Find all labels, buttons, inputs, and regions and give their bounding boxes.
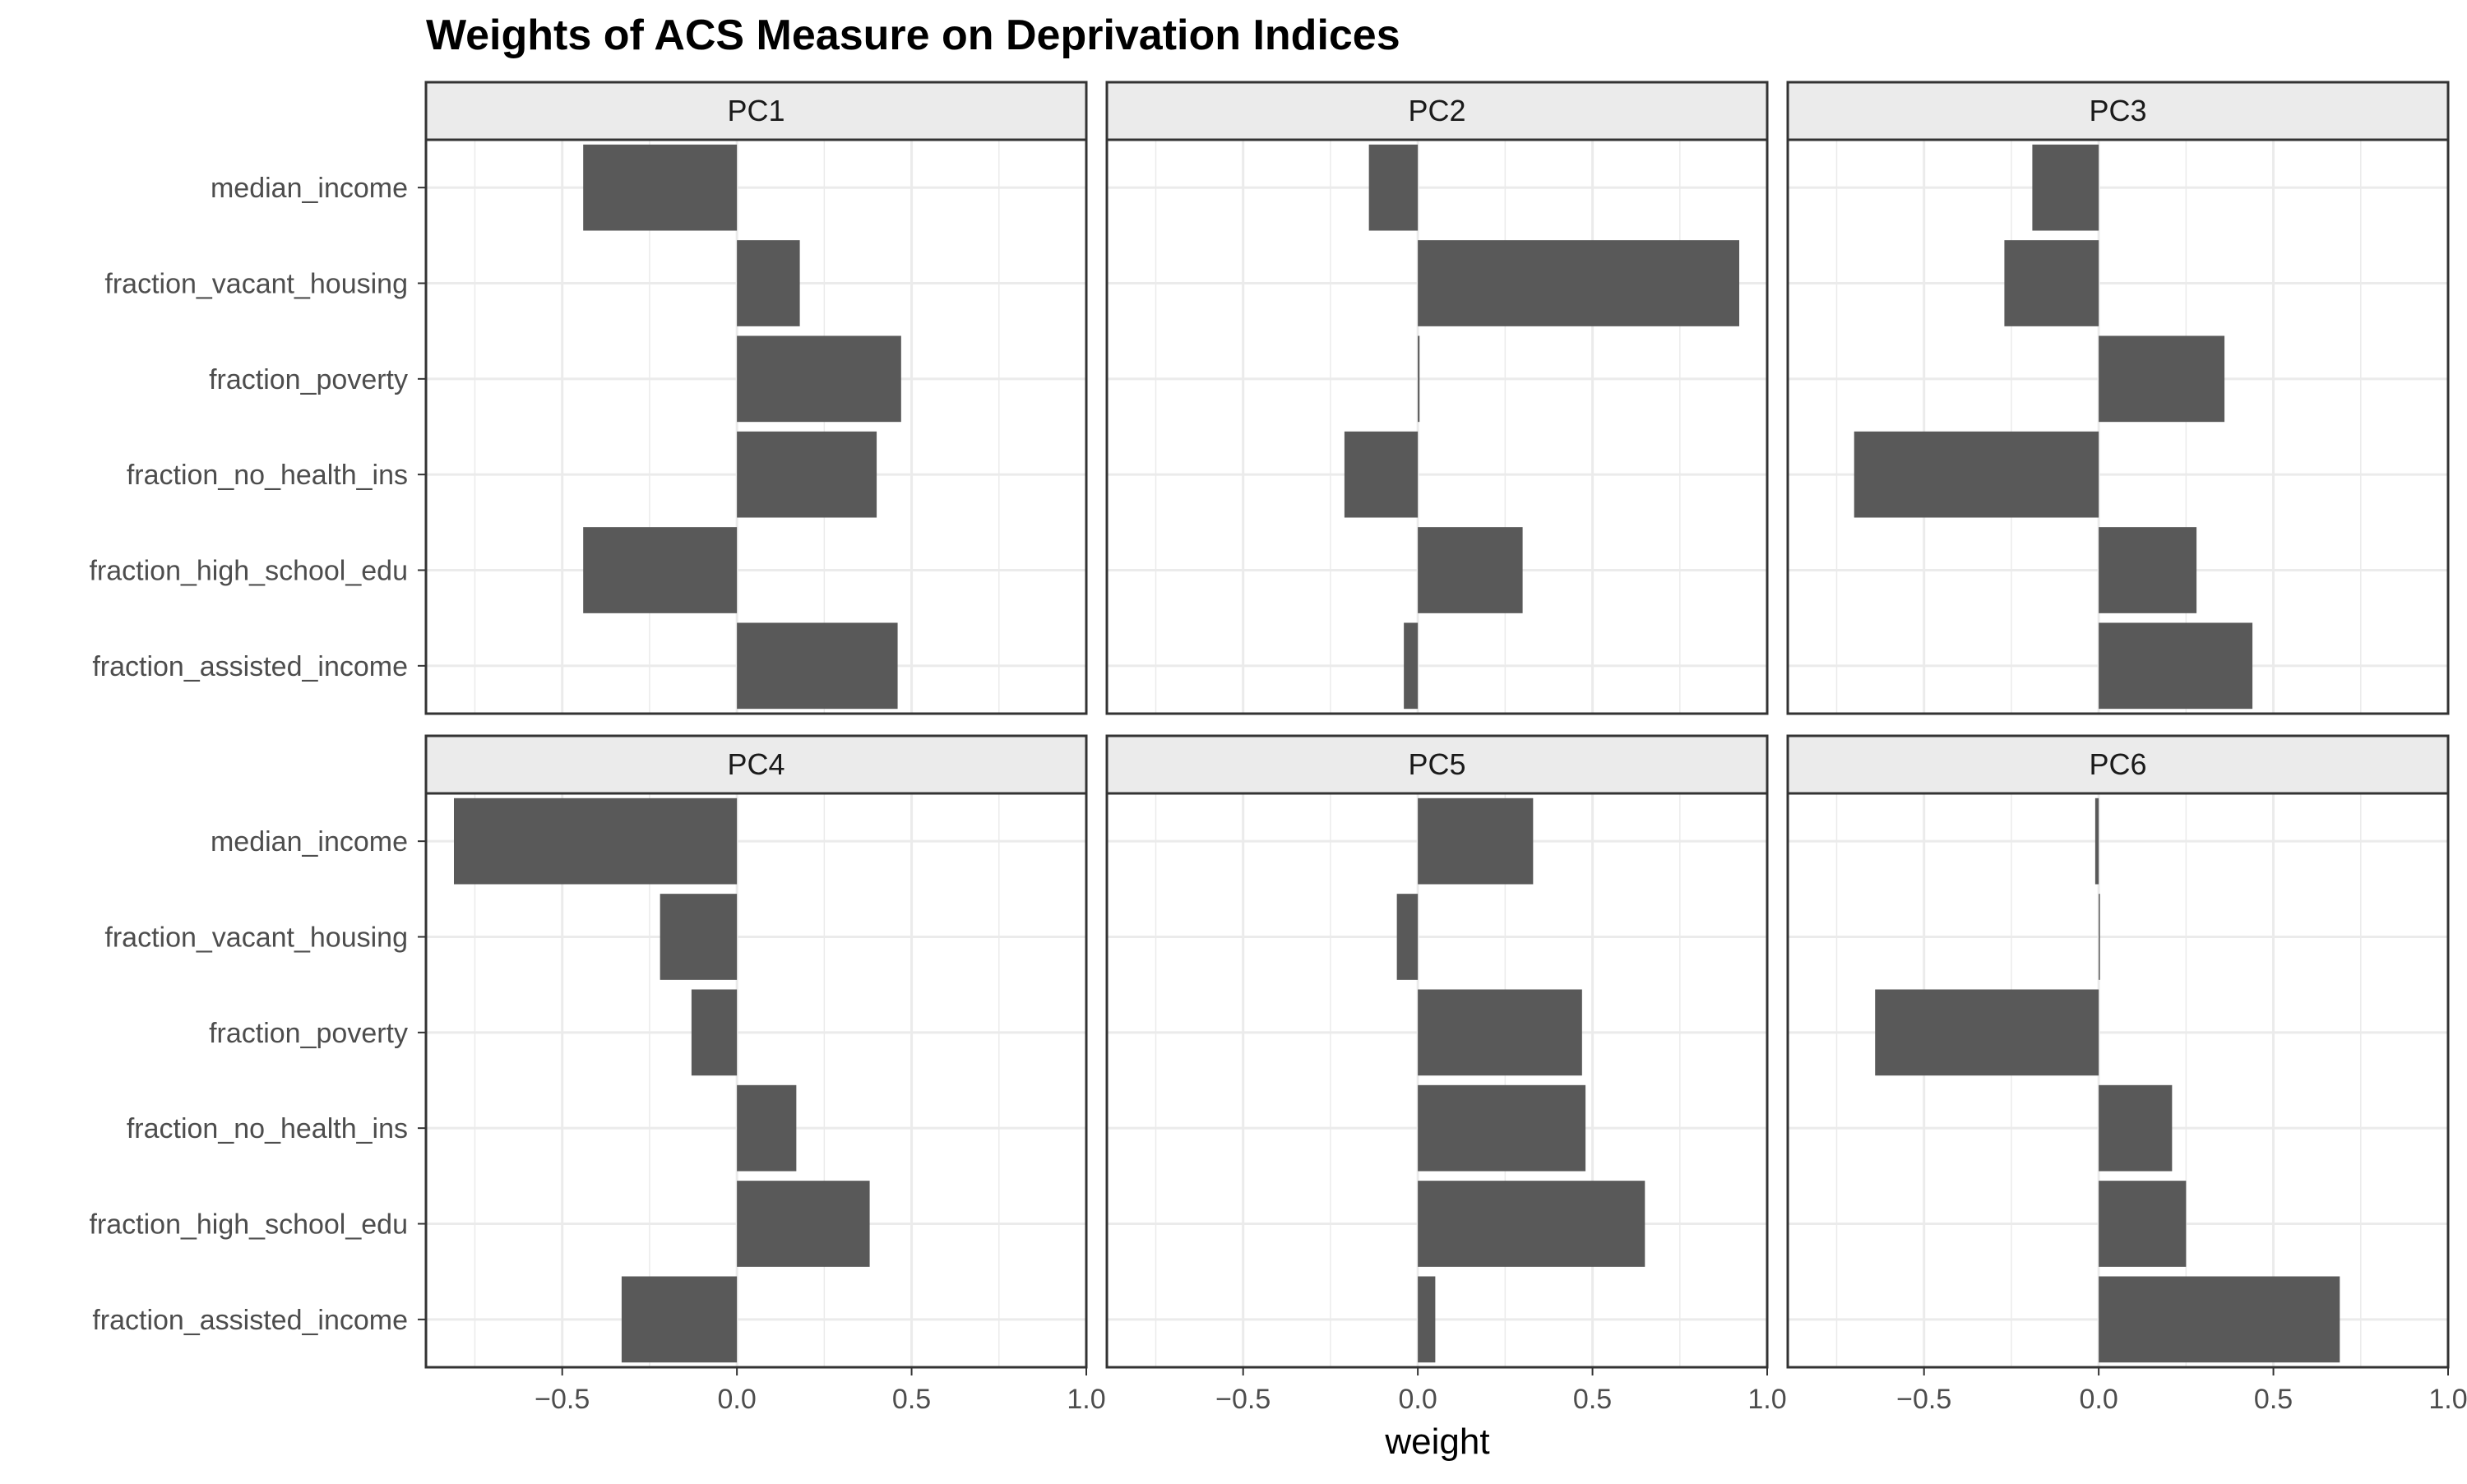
bar-fraction_assisted_income [1418,1276,1436,1363]
facet-strip [424,734,1088,795]
bar-fraction_poverty [737,335,901,423]
y-tick-label: fraction_vacant_housing [104,269,408,300]
bar-fraction_no_health_ins [737,431,877,518]
bar-fraction_poverty [1418,989,1582,1076]
bar-fraction_no_health_ins [1344,431,1419,518]
bar-fraction_vacant_housing [2004,240,2099,326]
facet-strip-label: PC3 [2089,94,2146,127]
bar-fraction_assisted_income [621,1276,738,1363]
x-tick-label: 1.0 [2428,1384,2467,1415]
y-tick-label: fraction_no_health_ins [127,1113,408,1144]
y-tick-label: fraction_high_school_edu [89,556,408,587]
facet-panel-pc5: PC5 −0.5 0.0 0.5 1.0 [1105,734,1787,1415]
y-tick-label: fraction_poverty [209,364,408,395]
bar-fraction_vacant_housing [660,894,738,980]
x-tick-label: −0.5 [1215,1384,1271,1415]
bar-fraction_poverty [1418,335,1420,423]
x-tick-label: 0.0 [717,1384,756,1415]
bar-fraction_poverty [691,989,738,1076]
bar-fraction_poverty [2099,335,2225,423]
bar-fraction_high_school_edu [583,527,738,613]
y-tick-label: median_income [211,173,408,204]
bar-median_income [453,797,738,885]
facet-panel-pc6: PC6 −0.5 0.0 0.5 1.0 [1786,734,2467,1415]
panel-border [424,792,1088,1369]
facet-strip-label: PC4 [727,747,785,781]
bar-fraction_vacant_housing [2099,894,2100,980]
facet-strip-label: PC2 [1408,94,1465,127]
panel-border [424,138,1088,715]
panel-border [1105,792,1769,1369]
x-tick-label: −0.5 [1896,1384,1951,1415]
y-tick-label: fraction_high_school_edu [89,1209,408,1241]
bar-fraction_high_school_edu [1418,1181,1645,1267]
plot-background [1788,793,2448,1367]
bar-fraction_assisted_income [737,622,898,710]
bar-median_income [1368,144,1419,231]
y-tick-label: fraction_poverty [209,1018,408,1049]
bar-fraction_poverty [1875,989,2099,1076]
facet-strip [424,81,1088,141]
x-tick-label: 0.0 [2079,1384,2118,1415]
x-tick-label: 1.0 [1067,1384,1105,1415]
x-tick-label: −0.5 [535,1384,590,1415]
bar-fraction_vacant_housing [1396,894,1419,980]
bar-fraction_high_school_edu [2099,1181,2187,1267]
y-tick-label: fraction_no_health_ins [127,460,408,491]
facet-strip-label: PC1 [727,94,785,127]
x-tick-label: 1.0 [1747,1384,1786,1415]
x-tick-label: 0.5 [2254,1384,2293,1415]
facet-panel-pc1: PC1 median_income fraction_vacant_housingf… [89,81,1088,715]
bar-fraction_assisted_income [2099,1276,2340,1363]
facet-panel-pc4: PC4 median_income fraction_vacant_housingf… [89,734,1106,1415]
plot-background [1788,140,2448,714]
facet-strip-label: PC5 [1408,747,1465,781]
bar-fraction_no_health_ins [1418,1084,1586,1172]
plot-background [1107,793,1767,1367]
bar-fraction_high_school_edu [2099,527,2197,613]
bar-fraction_no_health_ins [2099,1084,2173,1172]
chart-title: Weights of ACS Measure on Deprivation In… [426,12,1400,59]
bar-fraction_high_school_edu [1418,527,1523,613]
panel-border [1105,138,1769,715]
bar-fraction_assisted_income [2099,622,2253,710]
bar-fraction_vacant_housing [737,240,800,326]
facet-strip [1786,734,2450,795]
x-tick-label: 0.5 [1573,1384,1612,1415]
plot-background [1107,140,1767,714]
y-tick-label: fraction_assisted_income [92,651,408,682]
x-axis-title: weight [1384,1422,1489,1462]
panel-border [1786,792,2450,1369]
facet-strip [1105,81,1769,141]
y-tick-label: fraction_assisted_income [92,1305,408,1336]
bar-fraction_vacant_housing [1418,240,1740,326]
bar-fraction_high_school_edu [737,1181,870,1267]
bar-fraction_no_health_ins [1854,431,2099,518]
x-tick-label: 0.5 [892,1384,931,1415]
y-tick-label: median_income [211,826,408,858]
bar-median_income [2032,144,2099,231]
facet-strip-label: PC6 [2089,747,2146,781]
bar-median_income [2094,797,2099,885]
x-tick-label: 0.0 [1398,1384,1437,1415]
bar-median_income [583,144,738,231]
plot-background [426,140,1086,714]
bar-fraction_no_health_ins [737,1084,797,1172]
bar-fraction_assisted_income [1404,622,1419,710]
plot-background [426,793,1086,1367]
facet-strip [1786,81,2450,141]
facet-panels: PC1median_incomefraction_vacant_housingf… [89,81,2467,1415]
facet-strip [1105,734,1769,795]
bar-median_income [1418,797,1534,885]
facet-panel-pc3: PC3 [1786,81,2450,715]
y-tick-label: fraction_vacant_housing [104,922,408,954]
panel-border [1786,138,2450,715]
facet-panel-pc2: PC2 [1105,81,1769,715]
